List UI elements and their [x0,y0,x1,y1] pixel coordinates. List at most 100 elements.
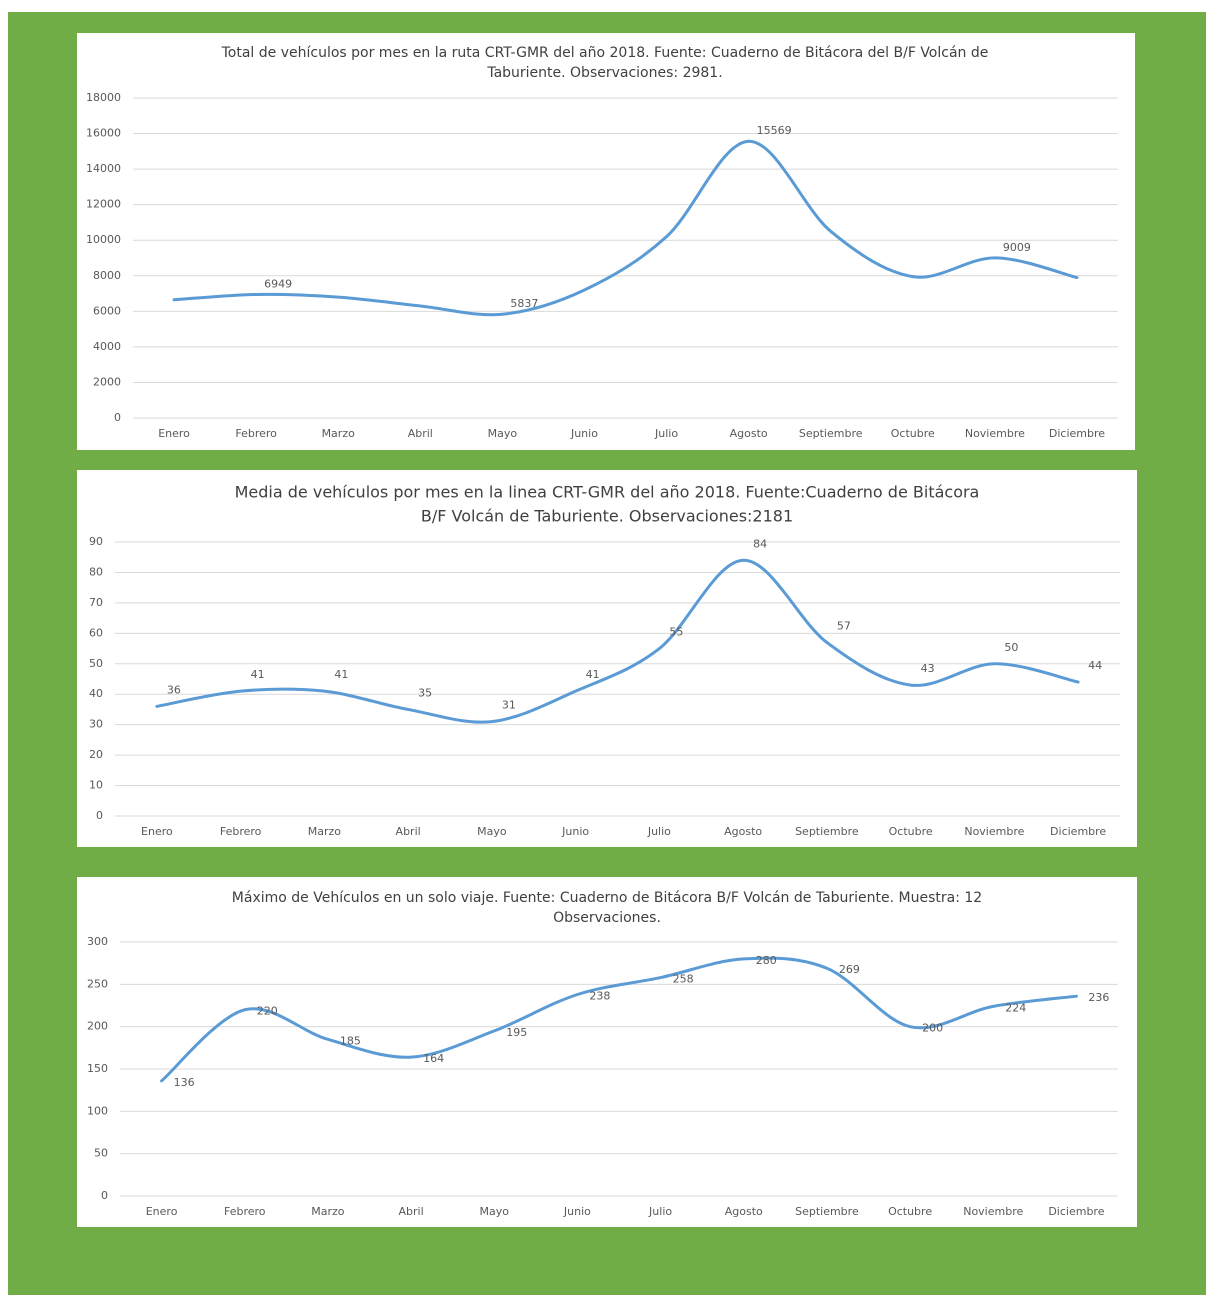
chart-panel: Total de vehículos por mes en la ruta CR… [77,33,1135,450]
x-tick-label: Enero [141,825,173,838]
data-label: 43 [921,662,935,675]
y-tick-label: 250 [87,977,108,990]
x-tick-label: Octubre [888,1205,932,1218]
data-label: 224 [1005,1001,1026,1014]
y-tick-label: 200 [87,1020,108,1033]
data-label: 9009 [1003,241,1031,254]
data-label: 50 [1004,641,1018,654]
y-tick-label: 0 [114,411,121,424]
y-tick-label: 90 [89,535,103,548]
x-tick-label: Abril [396,825,421,838]
x-tick-label: Septiembre [795,825,859,838]
x-tick-label: Abril [399,1205,424,1218]
data-label: 31 [502,699,516,712]
line [160,956,1078,1083]
y-tick-label: 16000 [86,127,121,140]
data-label: 220 [257,1005,278,1018]
x-tick-label: Febrero [224,1205,266,1218]
x-tick-label: Agosto [725,1205,763,1218]
x-tick-label: Julio [654,427,678,440]
data-label: 41 [251,668,265,681]
data-label: 258 [673,973,694,986]
data-label: 195 [506,1026,527,1039]
x-tick-label: Agosto [730,427,768,440]
data-label: 44 [1088,659,1102,672]
y-tick-label: 10000 [86,233,121,246]
chart-title: B/F Volcán de Taburiente. Observaciones:… [421,507,793,526]
chart-panel: Máximo de Vehículos en un solo viaje. Fu… [77,877,1137,1227]
data-label: 5837 [510,297,538,310]
chart-title: Observaciones. [553,910,661,926]
x-tick-label: Marzo [311,1205,345,1218]
y-tick-label: 300 [87,935,108,948]
data-label: 200 [922,1022,943,1035]
chart: Máximo de Vehículos en un solo viaje. Fu… [87,890,1118,1218]
chart-panel: Media de vehículos por mes en la linea C… [77,470,1137,847]
x-tick-label: Mayo [488,427,518,440]
data-label: 36 [167,683,181,696]
y-tick-label: 18000 [86,91,121,104]
chart: Media de vehículos por mes en la linea C… [89,483,1120,838]
x-tick-label: Marzo [308,825,342,838]
data-label: 41 [334,668,348,681]
x-tick-label: Mayo [477,825,507,838]
x-tick-label: Julio [647,825,671,838]
y-tick-label: 100 [87,1104,108,1117]
x-tick-label: Junio [561,825,589,838]
y-tick-label: 14000 [86,162,121,175]
chart: Total de vehículos por mes en la ruta CR… [86,45,1118,440]
x-tick-label: Noviembre [963,1205,1023,1218]
y-tick-label: 50 [94,1147,108,1160]
data-label: 41 [586,668,600,681]
y-tick-label: 4000 [93,340,121,353]
x-tick-label: Abril [408,427,433,440]
x-tick-label: Noviembre [965,427,1025,440]
y-tick-label: 2000 [93,375,121,388]
x-tick-label: Diciembre [1048,1205,1104,1218]
chart-title: Total de vehículos por mes en la ruta CR… [221,45,989,61]
data-label: 35 [418,686,432,699]
y-tick-label: 0 [96,809,103,822]
x-tick-label: Julio [648,1205,672,1218]
chart-title: Taburiente. Observaciones: 2981. [486,65,722,81]
y-tick-label: 20 [89,748,103,761]
y-tick-label: 50 [89,657,103,670]
x-tick-label: Octubre [889,825,933,838]
y-tick-label: 10 [89,779,103,792]
data-label: 269 [839,963,860,976]
data-label: 84 [753,537,767,550]
chart-title: Media de vehículos por mes en la linea C… [235,483,980,502]
y-tick-label: 60 [89,626,103,639]
y-tick-label: 30 [89,718,103,731]
x-tick-label: Febrero [220,825,262,838]
x-tick-label: Mayo [480,1205,510,1218]
y-tick-label: 8000 [93,269,121,282]
data-label: 185 [340,1034,361,1047]
data-label: 57 [837,619,851,632]
x-tick-label: Agosto [724,825,762,838]
x-tick-label: Marzo [322,427,356,440]
data-label: 280 [756,954,777,967]
y-tick-label: 6000 [93,304,121,317]
y-tick-label: 70 [89,596,103,609]
y-tick-label: 40 [89,687,103,700]
x-tick-label: Enero [158,427,190,440]
chart-title: Máximo de Vehículos en un solo viaje. Fu… [232,890,982,906]
x-tick-label: Octubre [891,427,935,440]
y-tick-label: 0 [101,1189,108,1202]
x-tick-label: Diciembre [1049,427,1105,440]
y-tick-label: 150 [87,1062,108,1075]
data-label: 164 [423,1052,444,1065]
x-tick-label: Enero [146,1205,178,1218]
data-label: 6949 [264,277,292,290]
x-tick-label: Febrero [235,427,277,440]
x-tick-label: Junio [563,1205,591,1218]
line [155,558,1080,724]
data-label: 15569 [757,124,792,137]
line [172,139,1079,317]
y-tick-label: 12000 [86,198,121,211]
data-label: 136 [174,1076,195,1089]
data-label: 238 [589,989,610,1002]
y-tick-label: 80 [89,565,103,578]
